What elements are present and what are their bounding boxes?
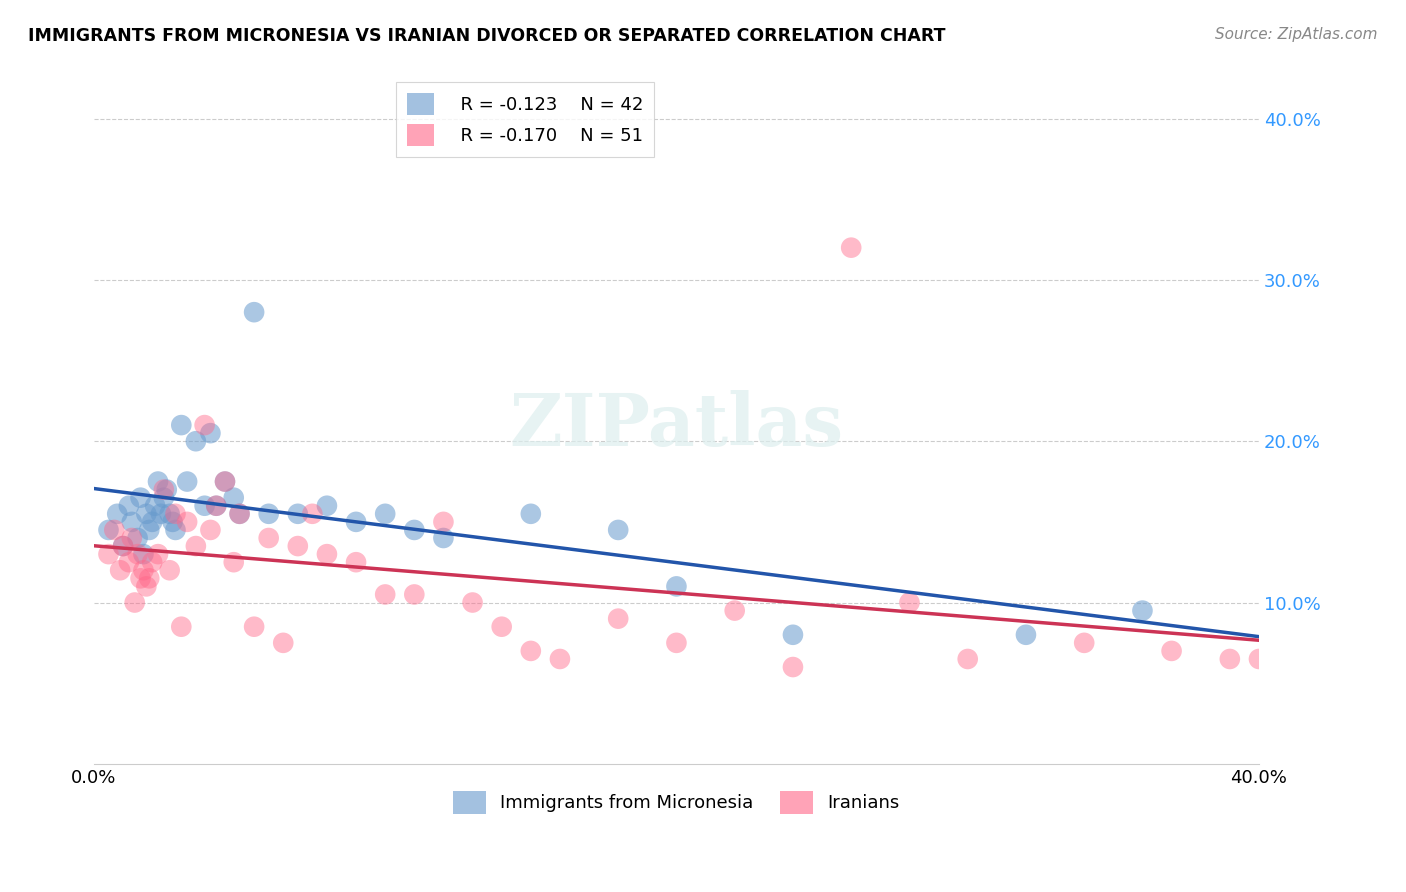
Point <box>170 418 193 433</box>
Point <box>129 571 152 585</box>
Point <box>432 515 454 529</box>
Point <box>461 595 484 609</box>
Point <box>132 563 155 577</box>
Point <box>287 507 309 521</box>
Point <box>898 595 921 609</box>
Point <box>194 418 217 433</box>
Point <box>520 507 543 521</box>
Point <box>839 241 862 255</box>
Point <box>724 604 747 618</box>
Point <box>146 475 169 489</box>
Point <box>200 426 222 441</box>
Point <box>344 515 367 529</box>
Point <box>138 523 160 537</box>
Point <box>97 523 120 537</box>
Point <box>127 547 149 561</box>
Point <box>374 587 396 601</box>
Point <box>548 652 571 666</box>
Point <box>205 499 228 513</box>
Point <box>149 507 172 521</box>
Point <box>287 539 309 553</box>
Point <box>112 539 135 553</box>
Point <box>153 483 176 497</box>
Point <box>121 531 143 545</box>
Point <box>228 507 250 521</box>
Point <box>135 507 157 521</box>
Point <box>1073 636 1095 650</box>
Point <box>243 305 266 319</box>
Point <box>129 491 152 505</box>
Point <box>1160 644 1182 658</box>
Point <box>165 523 187 537</box>
Point <box>491 620 513 634</box>
Point <box>153 491 176 505</box>
Text: IMMIGRANTS FROM MICRONESIA VS IRANIAN DIVORCED OR SEPARATED CORRELATION CHART: IMMIGRANTS FROM MICRONESIA VS IRANIAN DI… <box>28 27 946 45</box>
Point <box>214 475 236 489</box>
Point <box>316 499 339 513</box>
Point <box>257 507 280 521</box>
Point <box>121 515 143 529</box>
Point <box>170 620 193 634</box>
Point <box>316 547 339 561</box>
Point <box>141 555 163 569</box>
Point <box>156 483 179 497</box>
Point <box>1219 652 1241 666</box>
Point <box>135 579 157 593</box>
Point <box>214 475 236 489</box>
Point <box>138 571 160 585</box>
Point <box>165 507 187 521</box>
Point <box>301 507 323 521</box>
Point <box>374 507 396 521</box>
Point <box>205 499 228 513</box>
Point <box>520 644 543 658</box>
Point <box>228 507 250 521</box>
Point <box>404 523 426 537</box>
Point <box>257 531 280 545</box>
Point <box>956 652 979 666</box>
Point <box>184 539 207 553</box>
Point <box>184 434 207 449</box>
Point <box>243 620 266 634</box>
Point <box>143 499 166 513</box>
Point <box>118 555 141 569</box>
Legend: Immigrants from Micronesia, Iranians: Immigrants from Micronesia, Iranians <box>444 782 908 822</box>
Point <box>112 539 135 553</box>
Point <box>200 523 222 537</box>
Point <box>344 555 367 569</box>
Point <box>607 612 630 626</box>
Point <box>782 660 804 674</box>
Point <box>103 523 125 537</box>
Point <box>97 547 120 561</box>
Text: Source: ZipAtlas.com: Source: ZipAtlas.com <box>1215 27 1378 42</box>
Point <box>1132 604 1154 618</box>
Point <box>222 491 245 505</box>
Point <box>1015 628 1038 642</box>
Point <box>141 515 163 529</box>
Point <box>105 507 128 521</box>
Point <box>607 523 630 537</box>
Point <box>782 628 804 642</box>
Point <box>665 636 688 650</box>
Point <box>132 547 155 561</box>
Point <box>118 499 141 513</box>
Point <box>404 587 426 601</box>
Point <box>124 595 146 609</box>
Point <box>162 515 184 529</box>
Point <box>127 531 149 545</box>
Point <box>665 579 688 593</box>
Text: ZIPatlas: ZIPatlas <box>509 390 844 460</box>
Point <box>159 507 181 521</box>
Point <box>1247 652 1270 666</box>
Point <box>194 499 217 513</box>
Point <box>432 531 454 545</box>
Point <box>176 515 198 529</box>
Point <box>222 555 245 569</box>
Point <box>159 563 181 577</box>
Point <box>271 636 294 650</box>
Point <box>176 475 198 489</box>
Point <box>108 563 131 577</box>
Point <box>146 547 169 561</box>
